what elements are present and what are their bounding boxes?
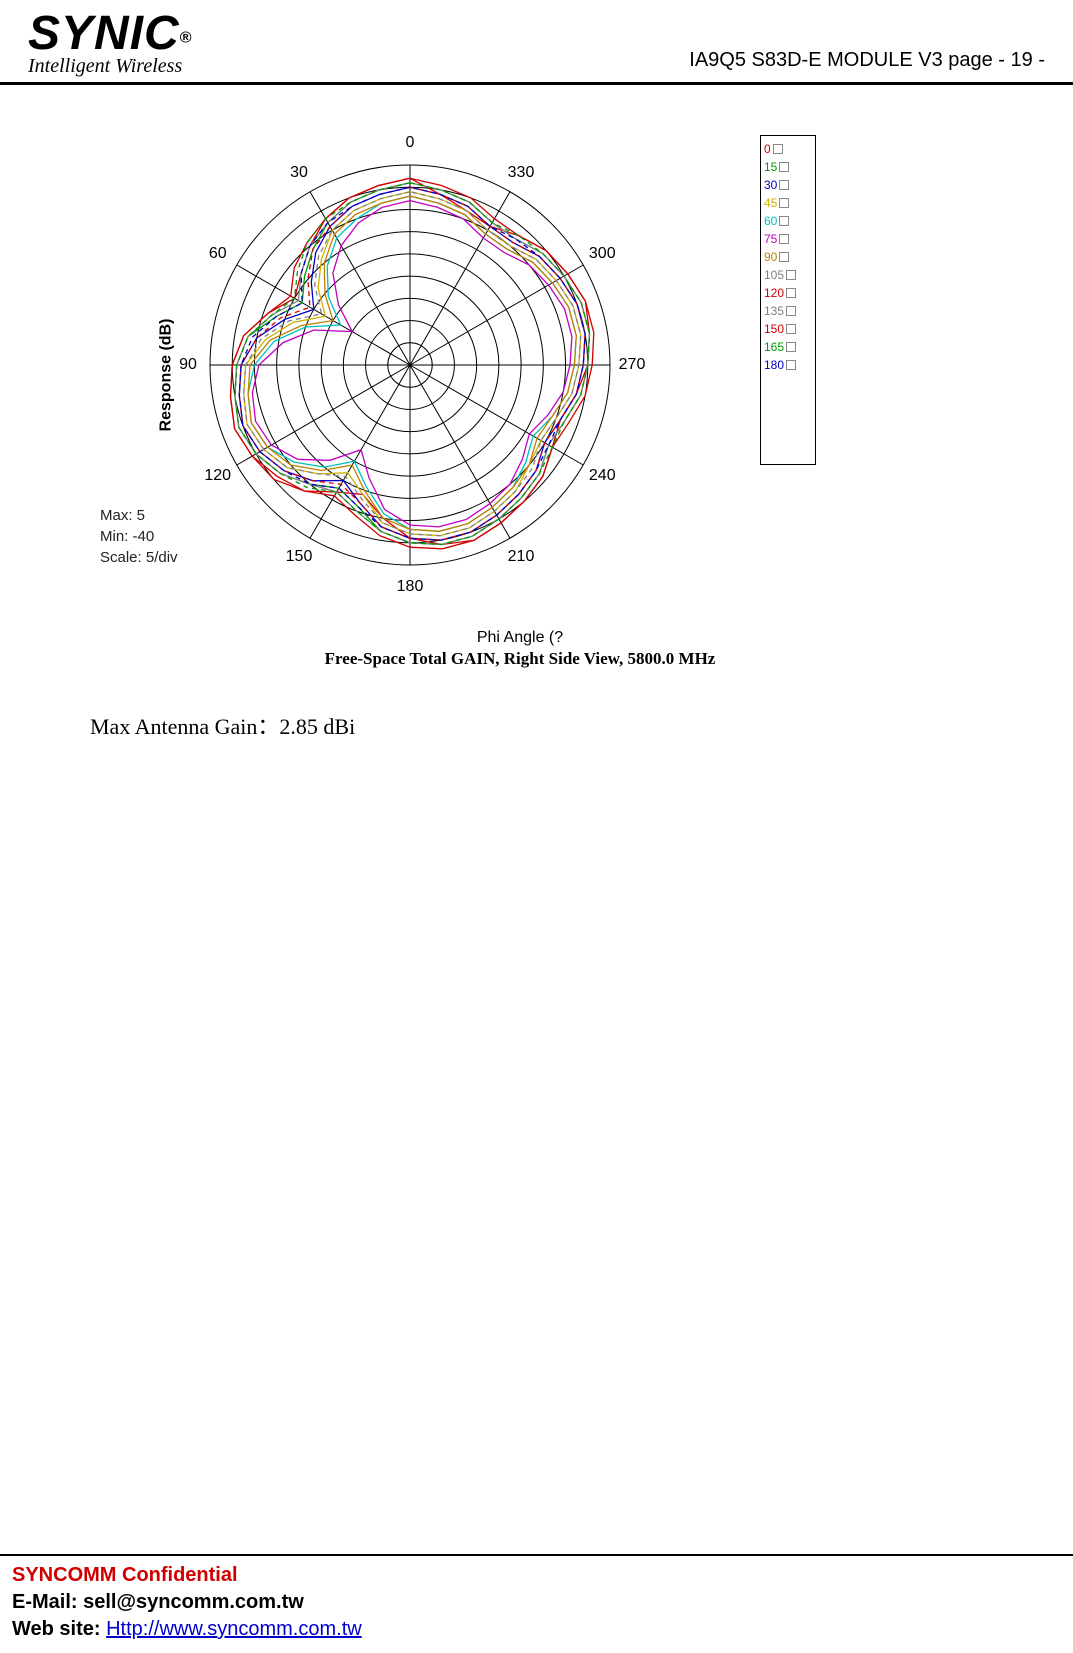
legend-label: 45 [764, 196, 777, 210]
legend-checkbox[interactable] [779, 198, 789, 208]
legend-checkbox[interactable] [786, 324, 796, 334]
legend-checkbox[interactable] [779, 252, 789, 262]
header-divider [0, 82, 1073, 85]
figure-area: Response (dB) 03060901201501802102402703… [110, 105, 930, 669]
angle-tick-label: 240 [589, 467, 616, 485]
footer-web-line: Web site: Http://www.syncomm.com.tw [12, 1616, 1073, 1643]
legend-item: 165 [764, 338, 812, 356]
figure-caption: Max Antenna Gain：2.85 dBi [90, 709, 1073, 741]
legend-label: 165 [764, 340, 784, 354]
angle-tick-label: 0 [406, 134, 415, 152]
chart-title: Free-Space Total GAIN, Right Side View, … [110, 649, 930, 669]
legend-item: 30 [764, 176, 812, 194]
legend-label: 60 [764, 214, 777, 228]
legend-box: 0 15 30 45 60 75 90 105 120 135 150 165 180 [760, 135, 816, 465]
legend-item: 15 [764, 158, 812, 176]
legend-item: 105 [764, 266, 812, 284]
legend-label: 105 [764, 268, 784, 282]
footer-divider [0, 1554, 1073, 1556]
angle-tick-label: 330 [508, 164, 535, 182]
angle-tick-label: 90 [179, 356, 197, 374]
legend-label: 30 [764, 178, 777, 192]
angle-tick-label: 30 [290, 164, 308, 182]
legend-label: 75 [764, 232, 777, 246]
footer-email: sell@syncomm.com.tw [83, 1591, 304, 1613]
chart-wrap: Response (dB) 03060901201501802102402703… [110, 105, 930, 625]
angle-tick-label: 300 [589, 245, 616, 263]
page-footer: SYNCOMM Confidential E-Mail: sell@syncom… [0, 1554, 1073, 1643]
angle-tick-label: 210 [508, 548, 535, 566]
polar-chart: 0306090120150180210240270300330 Max: 5Mi… [150, 105, 670, 625]
footer-email-line: E-Mail: sell@syncomm.com.tw [12, 1589, 1073, 1616]
legend-item: 60 [764, 212, 812, 230]
legend-checkbox[interactable] [786, 270, 796, 280]
scale-line: Min: -40 [100, 526, 178, 547]
legend-checkbox[interactable] [779, 234, 789, 244]
legend-checkbox[interactable] [786, 360, 796, 370]
legend-item: 90 [764, 248, 812, 266]
legend-label: 135 [764, 304, 784, 318]
footer-email-label: E-Mail: [12, 1591, 83, 1613]
logo-block: SYNIC® Intelligent Wireless [28, 10, 192, 76]
logo-main: SYNIC® [28, 10, 192, 58]
logo-subtitle: Intelligent Wireless [28, 56, 192, 76]
legend-checkbox[interactable] [786, 306, 796, 316]
legend-item: 75 [764, 230, 812, 248]
legend-label: 180 [764, 358, 784, 372]
legend-checkbox[interactable] [773, 144, 783, 154]
page-suffix: - [1033, 49, 1045, 71]
footer-lines: SYNCOMM Confidential E-Mail: sell@syncom… [0, 1562, 1073, 1643]
legend-label: 90 [764, 250, 777, 264]
legend-item: 45 [764, 194, 812, 212]
legend-checkbox[interactable] [779, 216, 789, 226]
angle-tick-label: 180 [397, 578, 424, 596]
page-label: page - [943, 49, 1011, 71]
footer-web-link[interactable]: Http://www.syncomm.com.tw [106, 1618, 362, 1640]
header-page-info: IA9Q5 S83D-E MODULE V3 page - 19 - [689, 49, 1045, 76]
xaxis-label: Phi Angle (? [110, 629, 930, 647]
legend-item: 180 [764, 356, 812, 374]
legend-item: 0 [764, 140, 812, 158]
scale-line: Scale: 5/div [100, 547, 178, 568]
scale-line: Max: 5 [100, 505, 178, 526]
footer-web-label: Web site: [12, 1618, 106, 1640]
angle-tick-label: 270 [619, 356, 646, 374]
registered-icon: ® [180, 30, 192, 47]
legend-item: 150 [764, 320, 812, 338]
footer-confidential: SYNCOMM Confidential [12, 1562, 1073, 1589]
angle-tick-label: 60 [209, 245, 227, 263]
legend-label: 150 [764, 322, 784, 336]
legend-label: 120 [764, 286, 784, 300]
legend-label: 15 [764, 160, 777, 174]
legend-label: 0 [764, 142, 771, 156]
legend-item: 120 [764, 284, 812, 302]
angle-tick-label: 120 [204, 467, 231, 485]
document-page: SYNIC® Intelligent Wireless IA9Q5 S83D-E… [0, 0, 1073, 1653]
scale-info: Max: 5Min: -40Scale: 5/div [100, 505, 178, 568]
legend-item: 135 [764, 302, 812, 320]
legend-checkbox[interactable] [786, 288, 796, 298]
page-header: SYNIC® Intelligent Wireless IA9Q5 S83D-E… [0, 0, 1073, 82]
page-number: 19 [1011, 49, 1033, 71]
angle-tick-label: 150 [286, 548, 313, 566]
legend-checkbox[interactable] [779, 180, 789, 190]
logo-text: SYNIC [28, 7, 180, 60]
legend-checkbox[interactable] [779, 162, 789, 172]
polar-svg [150, 105, 670, 625]
doc-title: IA9Q5 S83D-E MODULE V3 [689, 49, 942, 71]
legend-checkbox[interactable] [786, 342, 796, 352]
